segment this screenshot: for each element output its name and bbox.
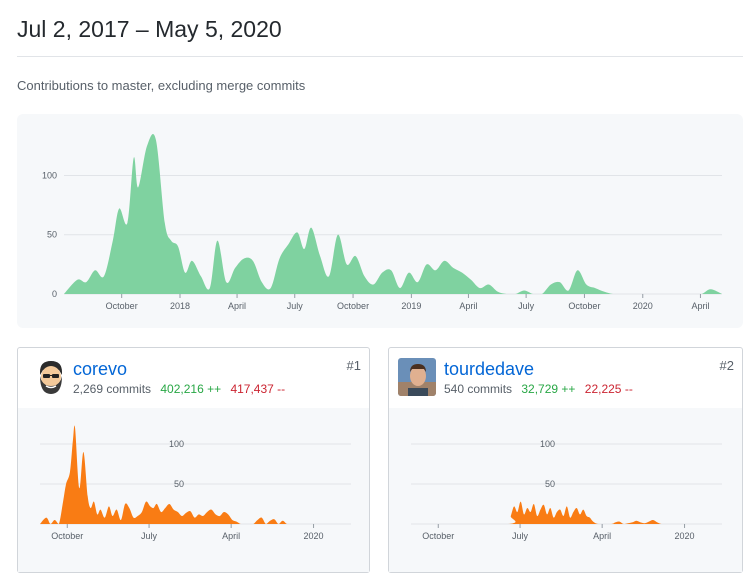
series-area-series-0 [64,134,722,294]
y-tick-label: 0 [52,289,57,299]
contributor-stats: 2,269 commits 402,216 ++ 417,437 -- [73,382,285,396]
contributor-card-2: tourdedave 540 commits 32,729 ++ 22,225 … [388,347,743,573]
contributor-name-link[interactable]: corevo [73,359,128,379]
contributor-chart: 50 100 October July April 2020 [18,408,369,572]
contributor-card-header: corevo 2,269 commits 402,216 ++ 417,437 … [18,348,369,396]
x-tick-label: July [287,301,304,311]
main-chart-svg: 0 50 100 October 2018 April July October 2019 Apr… [42,134,722,311]
y-tick-label: 100 [169,439,184,449]
contributor-chart-svg: 50 100 October July April 2020 [40,425,351,541]
contributor-name-link[interactable]: tourdedave [444,359,535,379]
x-tick-label: 2019 [401,301,421,311]
x-tick-label: October [422,531,454,541]
series-area-corevo [40,425,351,524]
x-tick-label: October [568,301,600,311]
chart-subtitle: Contributions to master, excluding merge… [17,78,306,93]
contributor-chart: 50 100 October July April 2020 [389,408,742,572]
main-contributions-chart: 0 50 100 October 2018 April July October 2019 Apr… [17,114,743,328]
y-tick-label: 50 [545,479,555,489]
x-tick-label: 2018 [170,301,190,311]
additions-count: 402,216 ++ [160,382,222,396]
x-tick-label: October [51,531,83,541]
contributor-rank: #2 [719,358,734,373]
date-range-title: Jul 2, 2017 – May 5, 2020 [17,16,282,42]
x-tick-label: October [106,301,138,311]
x-tick-label: April [459,301,477,311]
commit-count[interactable]: 2,269 commits [73,382,152,396]
y-tick-label: 100 [42,170,57,180]
y-tick-label: 50 [47,230,57,240]
x-tick-label: April [228,301,246,311]
x-tick-label: 2020 [633,301,653,311]
contributor-chart-svg: 50 100 October July April 2020 [411,439,722,541]
x-tick-label: 2020 [304,531,324,541]
x-tick-label: July [518,301,535,311]
x-tick-label: April [691,301,709,311]
deletions-count: 22,225 -- [584,382,633,396]
x-tick-label: July [141,531,158,541]
x-tick-label: April [593,531,611,541]
x-tick-label: April [222,531,240,541]
additions-count: 32,729 ++ [521,382,576,396]
profile-photo-icon[interactable] [398,358,436,396]
title-divider [17,56,743,57]
series-area-tourdedave [411,501,722,524]
commit-count[interactable]: 540 commits [444,382,513,396]
contributor-card-1: corevo 2,269 commits 402,216 ++ 417,437 … [17,347,370,573]
contributor-stats: 540 commits 32,729 ++ 22,225 -- [444,382,633,396]
bearded-man-cartoon-icon[interactable] [32,358,70,396]
y-tick-label: 50 [174,479,184,489]
contributor-rank: #1 [346,358,361,373]
x-tick-label: July [512,531,529,541]
x-tick-label: October [337,301,369,311]
contributor-card-header: tourdedave 540 commits 32,729 ++ 22,225 … [389,348,742,396]
y-tick-label: 100 [540,439,555,449]
deletions-count: 417,437 -- [230,382,286,396]
x-tick-label: 2020 [675,531,695,541]
